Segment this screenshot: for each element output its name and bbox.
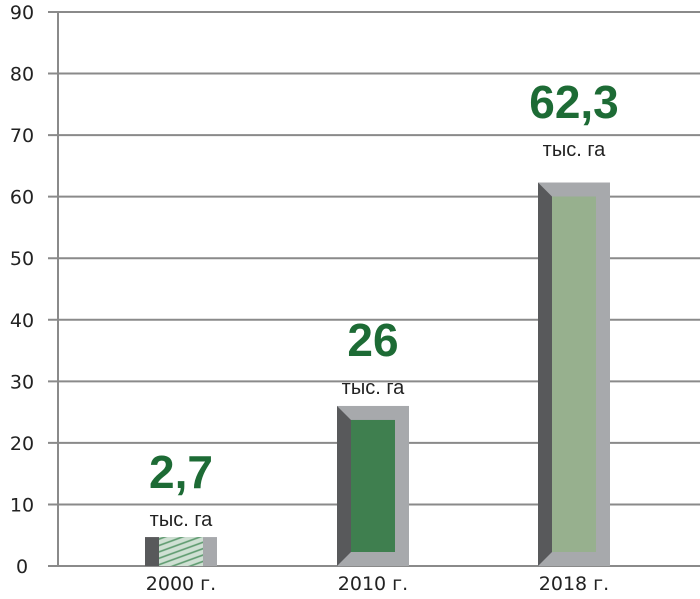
unit-label: тыс. га xyxy=(342,377,406,399)
value-label: 2,7 xyxy=(149,446,213,498)
y-tick-label: 70 xyxy=(10,125,34,147)
y-tick-label: 10 xyxy=(10,494,34,516)
unit-label: тыс. га xyxy=(150,509,214,531)
y-tick-label: 60 xyxy=(10,187,34,209)
y-tick-label: 20 xyxy=(10,433,34,455)
y-tick-label: 0 xyxy=(16,556,28,578)
value-label: 26 xyxy=(347,314,398,366)
value-label: 62,3 xyxy=(529,76,619,128)
y-tick-label: 40 xyxy=(10,310,34,332)
y-tick-label: 80 xyxy=(10,64,34,86)
y-tick-label: 30 xyxy=(10,371,34,393)
bar-left-side xyxy=(337,405,351,566)
x-tick-label: 2018 г. xyxy=(539,573,609,595)
bar-left-side xyxy=(538,182,552,566)
bar-face xyxy=(159,537,203,566)
y-tick-label: 50 xyxy=(10,248,34,270)
bar-face xyxy=(351,419,395,552)
y-tick-label: 90 xyxy=(10,2,34,24)
x-tick-label: 2000 г. xyxy=(146,573,216,595)
unit-label: тыс. га xyxy=(543,139,607,161)
x-tick-label: 2010 г. xyxy=(338,573,408,595)
bar xyxy=(538,182,610,566)
bar-left-side xyxy=(145,537,159,566)
bar-face xyxy=(552,196,596,552)
bar xyxy=(145,537,217,566)
bar xyxy=(337,405,409,566)
